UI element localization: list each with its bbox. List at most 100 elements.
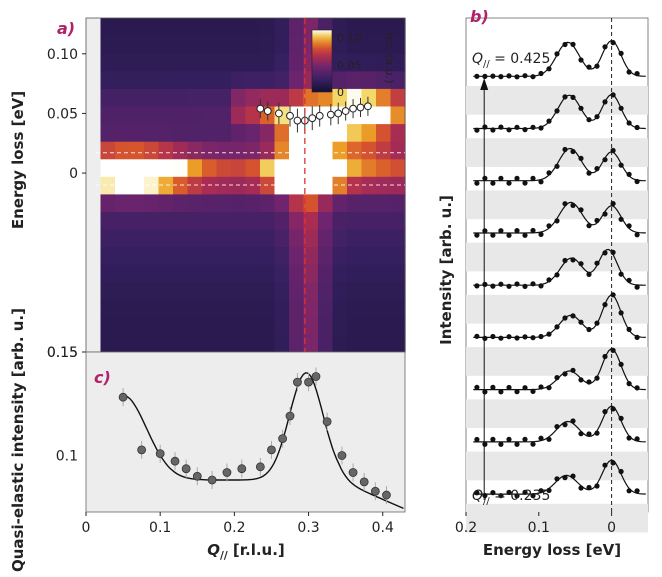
heatmap-cell-399 (390, 334, 406, 353)
heatmap-cell-27 (100, 193, 116, 212)
spectrum-0-point-2 (490, 73, 496, 79)
heatmap-cell-272 (289, 228, 305, 248)
heatmap-cell-350 (347, 193, 363, 212)
panel-c-point-18 (348, 468, 358, 477)
heatmap-cell-39 (115, 316, 131, 335)
spectrum-2-point-2 (490, 180, 496, 186)
dispersion-point-10 (341, 107, 350, 115)
heatmap-cell-268 (289, 299, 305, 318)
spectrum-0-point-7 (530, 74, 536, 80)
spectrum-4-point-8 (538, 283, 544, 289)
spectrum-5-point-12 (570, 313, 576, 319)
spectrum-7-point-3 (498, 441, 504, 447)
heatmap-cell-170 (202, 18, 218, 37)
heatmap-cell-276 (289, 158, 305, 177)
heatmap-cell-317 (318, 105, 334, 125)
heatmap-cell-314 (318, 158, 334, 177)
heatmap-cell-346 (347, 264, 363, 283)
heatmap-cell-149 (187, 53, 203, 72)
heatmap-cell-347 (347, 246, 363, 265)
spectrum-5-point-11 (562, 315, 568, 321)
heatmap-cell-87 (144, 141, 160, 160)
spectrum-1-point-5 (514, 124, 520, 130)
spectrum-6-point-19 (626, 381, 632, 387)
heatmap-cell-113 (158, 18, 174, 37)
heatmap-cell-108 (158, 105, 174, 125)
heatmap-cell-10 (86, 158, 102, 177)
spectrum-4-point-7 (530, 281, 536, 287)
spectrum-4-point-1 (482, 281, 488, 287)
heatmap-cell-145 (187, 123, 203, 142)
heatmap-cell-105 (158, 158, 174, 177)
heatmap-cell-190 (231, 334, 247, 353)
spectrum-6-point-3 (498, 389, 504, 395)
heatmap-cell-308 (318, 264, 334, 283)
panel-b-band-4 (466, 294, 648, 324)
panel-b-xtick-2: 0 (607, 520, 616, 536)
panel-c-point-7 (222, 468, 232, 477)
heatmap-cell-178 (216, 211, 232, 230)
heatmap-cell-194 (231, 264, 247, 283)
heatmap-cell-144 (187, 141, 203, 160)
spectrum-3-point-8 (538, 231, 544, 237)
spectrum-4-point-3 (498, 281, 504, 287)
heatmap-cell-410 (390, 141, 406, 160)
heatmap-cell-263 (274, 53, 290, 72)
heatmap-cell-365 (361, 264, 377, 283)
heatmap-cell-363 (361, 299, 377, 318)
heatmap-cell-40 (115, 299, 131, 318)
heatmap-cell-176 (216, 246, 232, 265)
heatmap-cell-387 (376, 211, 392, 230)
spectrum-2-point-15 (594, 166, 600, 172)
panel-c-frame (85, 351, 406, 513)
heatmap-cell-251 (274, 264, 290, 283)
heatmap-cell-352 (347, 158, 363, 177)
heatmap-cell-220 (245, 141, 261, 160)
spectrum-6-point-11 (562, 371, 568, 377)
heatmap-cell-235 (260, 211, 276, 230)
spectrum-4-point-4 (506, 283, 512, 289)
spectrum-8-point-20 (634, 488, 640, 494)
spectrum-7-point-7 (530, 441, 536, 447)
heatmap-cell-246 (260, 18, 276, 37)
heatmap-cell-316 (318, 123, 334, 142)
spectrum-6-point-5 (514, 389, 520, 395)
spectrum-5-point-6 (522, 334, 528, 340)
spectrum-1-point-15 (594, 114, 600, 120)
heatmap-cell-121 (173, 211, 189, 230)
spectrum-7-point-2 (490, 436, 496, 442)
panel-c-point-19 (359, 477, 369, 487)
spectrum-1-point-20 (634, 124, 640, 131)
panel-c-xtick-0: 0 (82, 520, 91, 536)
q-bottom-label: Q// = 0.235 (472, 488, 550, 507)
panel-c-xtick-3: 0.3 (297, 520, 319, 536)
spectrum-0-point-13 (578, 57, 584, 63)
spectrum-1-point-0 (474, 127, 480, 133)
heatmap-cell-275 (289, 176, 305, 195)
spectrum-1-point-2 (490, 127, 496, 133)
spectrum-5-point-15 (594, 320, 600, 326)
heatmap-cell-92 (144, 53, 160, 72)
spectrum-6-point-4 (506, 384, 512, 391)
heatmap-cell-157 (202, 246, 218, 265)
heatmap-cell-332 (332, 176, 348, 195)
heatmap-cell-380 (376, 334, 392, 353)
heatmap-cell-124 (173, 158, 189, 177)
spectrum-5-point-3 (498, 335, 504, 341)
spectrum-2-point-17 (610, 147, 616, 154)
heatmap-cell-335 (332, 123, 348, 142)
heatmap-cell-152 (202, 334, 218, 353)
heatmap-cell-155 (202, 281, 218, 300)
dispersion-point-1 (263, 107, 272, 115)
heatmap-cell-240 (260, 123, 276, 142)
panel-a-heatmap: 0.10 0.05 0 Int. (a.u.) 0.10 0.05 0 0.15 (47, 17, 406, 361)
spectrum-2-point-6 (522, 180, 528, 186)
spectrum-8-point-11 (562, 475, 568, 481)
heatmap-cell-91 (144, 70, 160, 89)
spectrum-8-point-7 (530, 493, 536, 499)
heatmap-cell-102 (158, 211, 174, 230)
heatmap-cell-33 (100, 88, 116, 107)
heatmap-cell-35 (100, 53, 116, 72)
panel-a-ytick-label-0: 0.10 (47, 47, 78, 63)
spectrum-6-point-18 (618, 361, 624, 367)
